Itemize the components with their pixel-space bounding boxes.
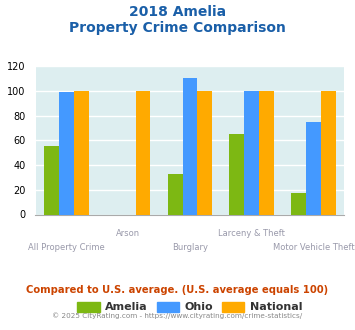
Bar: [182, 79, 197, 214]
Text: Motor Vehicle Theft: Motor Vehicle Theft: [273, 243, 354, 251]
Text: Compared to U.S. average. (U.S. average equals 100): Compared to U.S. average. (U.S. average …: [26, 285, 329, 295]
Text: Burglary: Burglary: [172, 243, 208, 251]
Bar: [244, 91, 259, 214]
Text: © 2025 CityRating.com - https://www.cityrating.com/crime-statistics/: © 2025 CityRating.com - https://www.city…: [53, 312, 302, 318]
Bar: [74, 91, 89, 214]
Bar: [197, 91, 212, 214]
Bar: [291, 193, 306, 214]
Legend: Amelia, Ohio, National: Amelia, Ohio, National: [73, 297, 307, 317]
Bar: [168, 174, 182, 214]
Text: 2018 Amelia: 2018 Amelia: [129, 5, 226, 19]
Text: Arson: Arson: [116, 229, 140, 238]
Bar: [321, 91, 336, 214]
Bar: [229, 134, 244, 214]
Bar: [59, 92, 74, 214]
Bar: [136, 91, 151, 214]
Text: Property Crime Comparison: Property Crime Comparison: [69, 21, 286, 35]
Bar: [44, 147, 59, 214]
Text: All Property Crime: All Property Crime: [28, 243, 105, 251]
Bar: [259, 91, 274, 214]
Bar: [306, 122, 321, 214]
Text: Larceny & Theft: Larceny & Theft: [218, 229, 285, 238]
